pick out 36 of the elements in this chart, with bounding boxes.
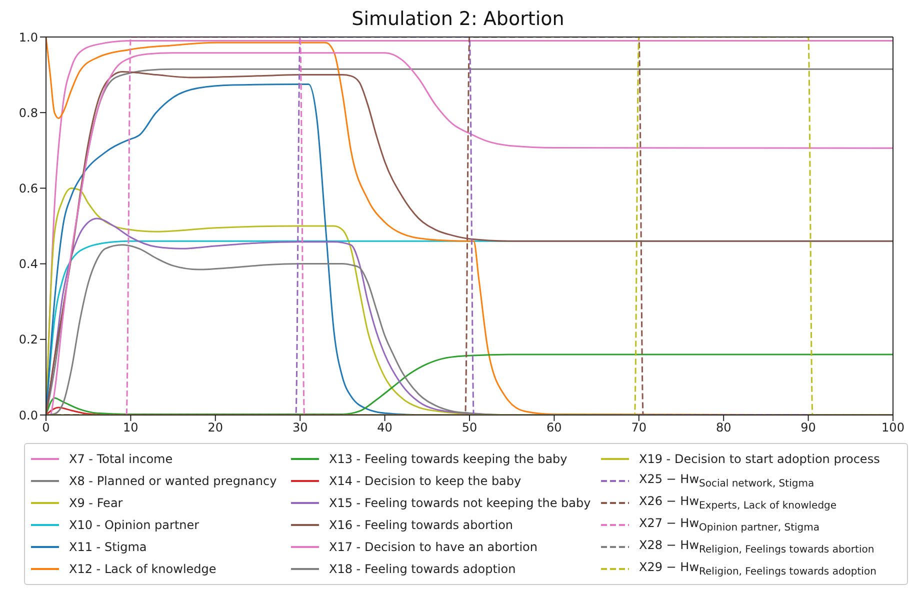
legend-label: X14 - Decision to keep the baby: [329, 474, 522, 488]
x-tick-label: 100: [882, 420, 904, 435]
chart-title: Simulation 2: Abortion: [350, 8, 566, 30]
legend-label: X27 − Hw$_{Opinion partner, Stigma}$: [639, 516, 820, 534]
y-tick-label: 1.0: [18, 30, 38, 44]
x-tick-label: 90: [800, 420, 816, 435]
legend-label: X28 − Hw$_{Religion, Feelings towards abortion}$: [639, 538, 874, 556]
x-tick-label: 0: [42, 420, 50, 435]
x-tick-label: 40: [377, 420, 392, 435]
legend-label: X12 - Lack of knowledge: [69, 562, 216, 576]
x-tick-label: 80: [716, 420, 732, 435]
legend-label: X11 - Stigma: [69, 540, 147, 554]
y-tick-label: 0.6: [18, 181, 38, 196]
legend-label: X15 - Feeling towards not keeping the baby: [329, 496, 591, 510]
y-tick-label: 0.4: [18, 257, 38, 272]
y-tick-label: 0.0: [18, 408, 38, 422]
legend-label: X8 - Planned or wanted pregnancy: [69, 474, 277, 488]
legend-label: X13 - Feeling towards keeping the baby: [329, 452, 568, 466]
legend-label: X26 − Hw$_{Experts, Lack of knowledge}$: [639, 494, 837, 512]
x-tick-label: 70: [631, 420, 647, 435]
legend-label: X18 - Feeling towards adoption: [329, 562, 516, 576]
legend-label: X25 − Hw$_{Social network, Stigma}$: [639, 472, 814, 490]
x-tick-label: 60: [546, 420, 562, 435]
x-tick-label: 50: [462, 420, 478, 435]
legend-label: X10 - Opinion partner: [69, 518, 200, 532]
y-tick-label: 0.8: [18, 106, 38, 120]
x-tick-label: 20: [208, 420, 224, 435]
legend-label: X7 - Total income: [69, 452, 173, 466]
x-tick-label: 10: [123, 420, 138, 435]
legend-label: X29 − Hw$_{Religion, Feelings towards adoption}$: [639, 560, 876, 578]
legend-label: X19 - Decision to start adoption process: [639, 452, 880, 466]
legend-label: X9 - Fear: [69, 496, 123, 510]
legend-label: X17 - Decision to have an abortion: [329, 540, 538, 554]
y-tick-label: 0.2: [18, 332, 38, 347]
legend-label: X16 - Feeling towards abortion: [329, 518, 514, 532]
x-tick-label: 30: [292, 420, 308, 435]
